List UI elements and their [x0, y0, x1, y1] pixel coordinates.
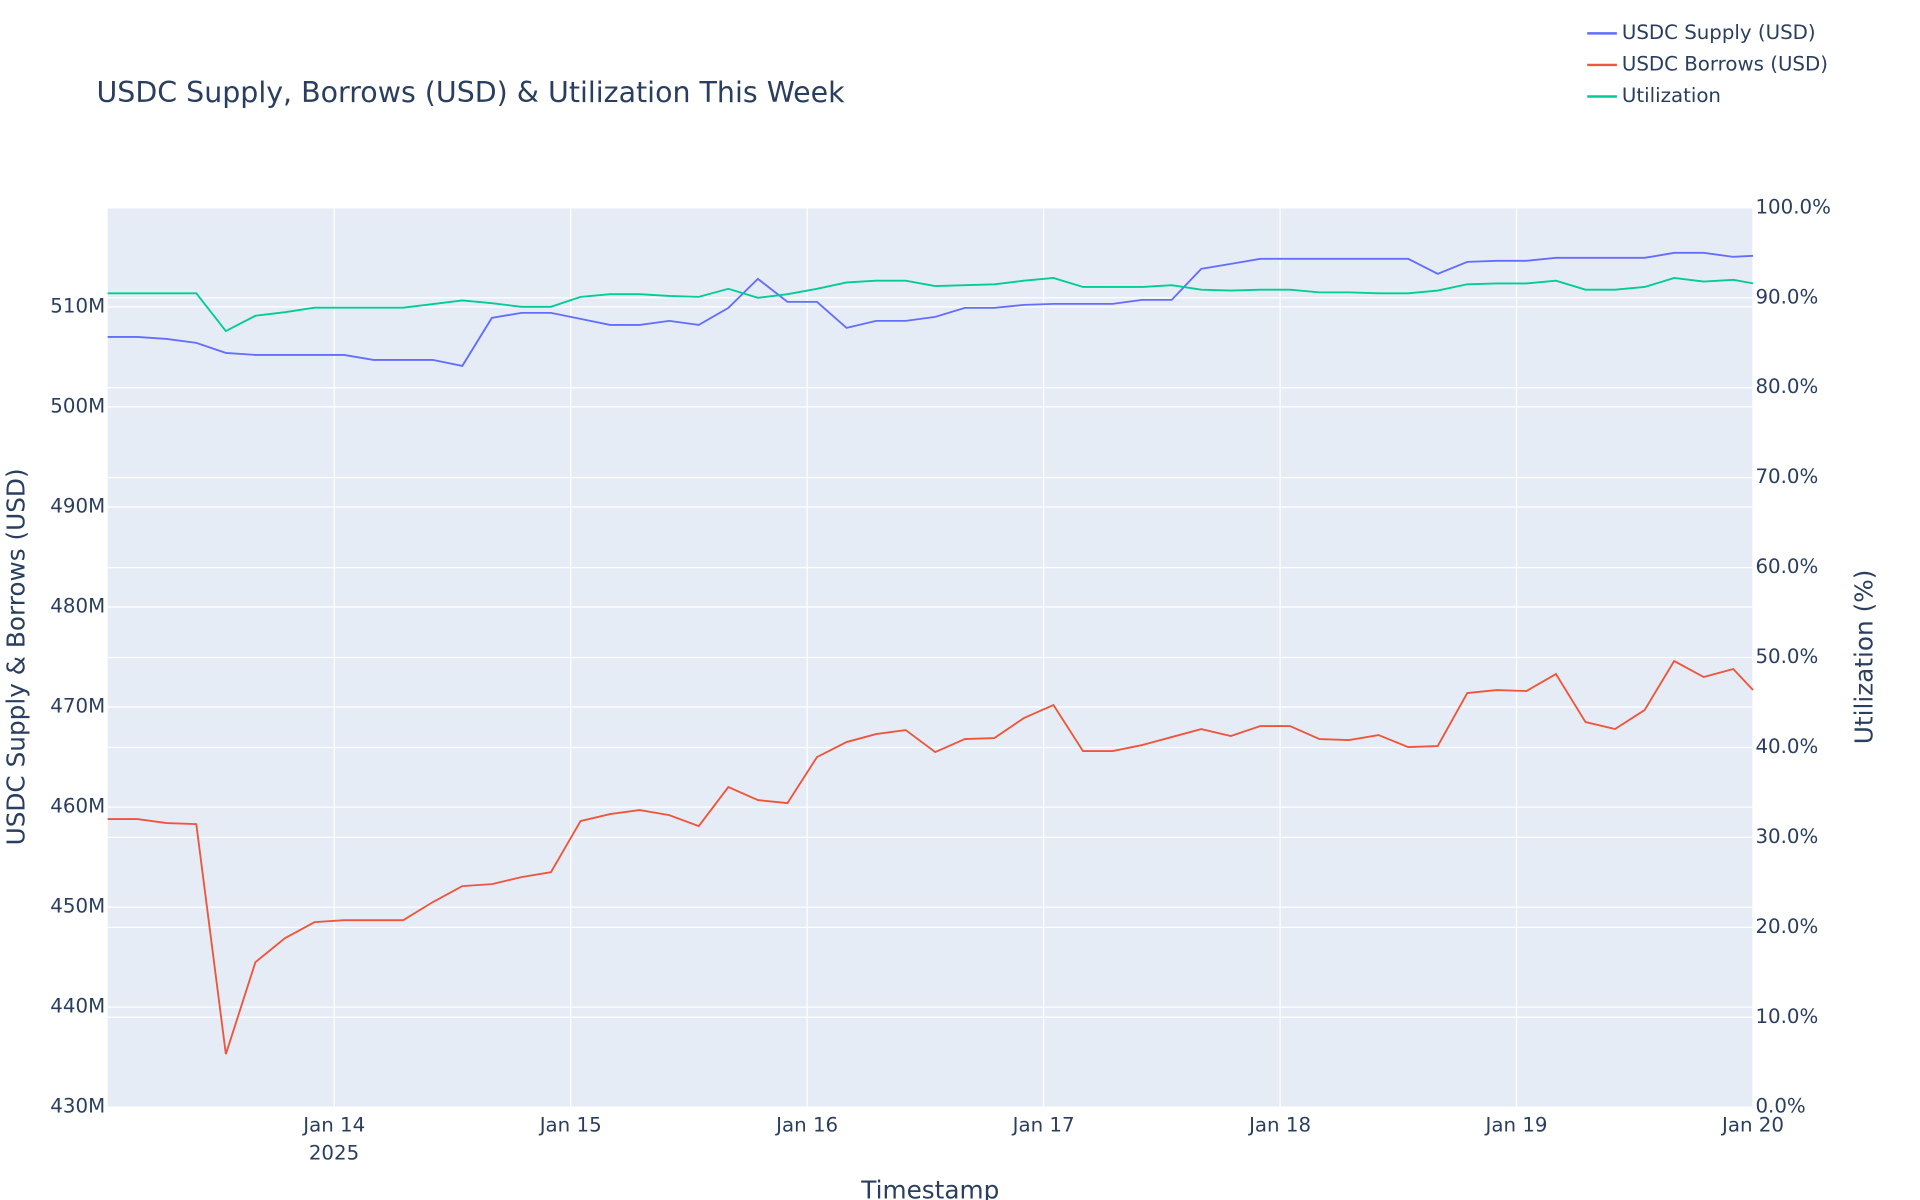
y-axis-title: USDC Supply & Borrows (USD): [1, 468, 30, 845]
x-year-label: 2025: [309, 1142, 359, 1165]
y2-tick-label: 100.0%: [1755, 195, 1830, 218]
y-tick-label: 440M: [50, 995, 105, 1018]
legend-label: Utilization: [1622, 84, 1721, 107]
x-axis-title: Timestamp: [860, 1175, 999, 1200]
legend: USDC Supply (USD) USDC Borrows (USD) Utili…: [1587, 21, 1828, 107]
y2-tick-label: 0.0%: [1755, 1095, 1805, 1118]
y2-tick-label: 60.0%: [1755, 555, 1818, 578]
x-tick-label: Jan 15: [538, 1113, 602, 1136]
y2-tick-label: 10.0%: [1755, 1005, 1818, 1028]
y2-tick-label: 40.0%: [1755, 735, 1818, 758]
chart-title: USDC Supply, Borrows (USD) & Utilization…: [96, 76, 845, 109]
y-tick-label: 480M: [50, 595, 105, 618]
x-tick-label: Jan 19: [1484, 1113, 1548, 1136]
y-tick-label: 460M: [50, 795, 105, 818]
series-line: [107, 659, 1754, 1055]
y-tick-label: 510M: [50, 294, 105, 317]
y2-tick-label: 80.0%: [1755, 375, 1818, 398]
y-tick-label: 470M: [50, 695, 105, 718]
x-tick-label: Jan 20: [1720, 1113, 1784, 1136]
x-tick-label: Jan 17: [1011, 1113, 1075, 1136]
y2-axis-title: Utilization (%): [1850, 570, 1879, 745]
y2-tick-label: 70.0%: [1755, 465, 1818, 488]
y-tick-label: 450M: [50, 895, 105, 918]
y-tick-label: 430M: [50, 1095, 105, 1118]
y-tick-label: 490M: [50, 494, 105, 517]
y2-tick-label: 50.0%: [1755, 645, 1818, 668]
grid: [107, 207, 1754, 1108]
lines: [107, 251, 1754, 1055]
x-tick-label: Jan 16: [774, 1113, 838, 1136]
legend-label: USDC Borrows (USD): [1622, 52, 1828, 75]
y-tick-label: 500M: [50, 394, 105, 417]
y2-tick-label: 90.0%: [1755, 285, 1818, 308]
series-line: [107, 277, 1754, 333]
x-tick-label: Jan 18: [1247, 1113, 1311, 1136]
x-tick-label: Jan 14: [301, 1113, 365, 1136]
y2-tick-label: 30.0%: [1755, 825, 1818, 848]
y2-tick-label: 20.0%: [1755, 915, 1818, 938]
legend-label: USDC Supply (USD): [1622, 21, 1816, 44]
series-line: [107, 251, 1754, 367]
